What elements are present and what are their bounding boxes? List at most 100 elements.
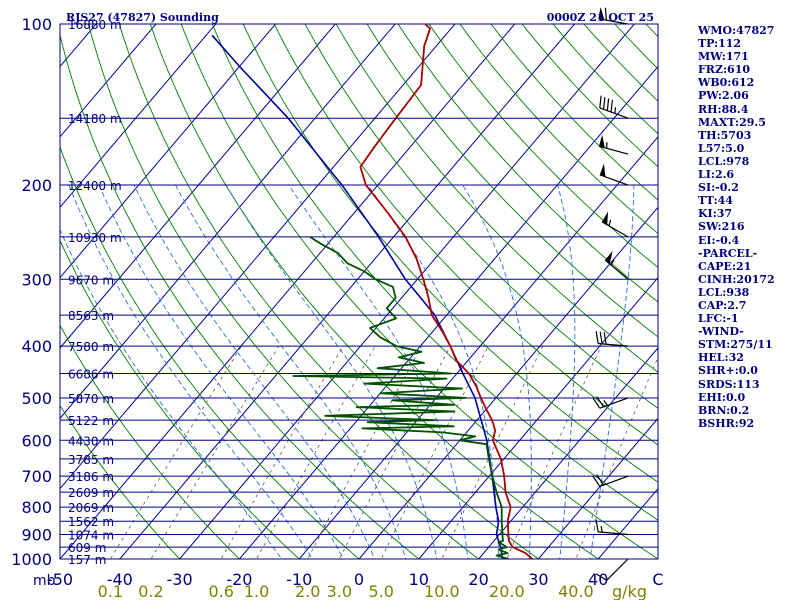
wind-barb-staff bbox=[598, 18, 629, 25]
mixing-ratio-unit-label: g/kg bbox=[612, 582, 647, 600]
mixing-ratio-line bbox=[506, 345, 602, 559]
isotherm-line bbox=[537, 417, 658, 559]
pressure-tick-label: 600 bbox=[21, 431, 52, 450]
mixing-ratio-tick-label: 10.0 bbox=[424, 582, 460, 600]
dry-adiabat-line bbox=[273, 24, 658, 446]
stat-item: SRDS:113 bbox=[698, 377, 760, 391]
stat-item: WB0:612 bbox=[698, 76, 755, 90]
height-label: 12400 m bbox=[68, 179, 122, 193]
wind-barb bbox=[592, 474, 629, 487]
height-label: 3186 m bbox=[68, 470, 114, 484]
stat-item: SW:216 bbox=[698, 220, 745, 234]
height-label: 8563 m bbox=[68, 309, 114, 323]
stat-item: LCL:938 bbox=[698, 285, 750, 299]
mixing-ratio-tick-label: 0.1 bbox=[98, 582, 123, 600]
pressure-tick-label: 200 bbox=[21, 176, 52, 195]
mixing-ratio-tick-label: 0.6 bbox=[208, 582, 233, 600]
mixing-ratio-tick-label: 20.0 bbox=[489, 582, 525, 600]
dry-adiabat-line bbox=[335, 24, 658, 373]
temperature-tick-label: 20 bbox=[468, 570, 488, 589]
isotherm-line bbox=[60, 24, 396, 420]
wind-barb-staff bbox=[606, 558, 629, 581]
temperature-tick-label: -30 bbox=[167, 570, 193, 589]
wind-barb-pennant bbox=[599, 163, 606, 177]
wind-barb-full bbox=[603, 331, 607, 345]
height-label: 14180 m bbox=[68, 112, 122, 126]
stat-item: PW:2.06 bbox=[698, 89, 749, 103]
isotherm-line bbox=[298, 136, 658, 559]
mixing-ratio-tick-label: 3.0 bbox=[327, 582, 352, 600]
dry-adiabat-line bbox=[180, 24, 658, 559]
temperature-tick-label: -10 bbox=[286, 570, 312, 589]
stat-item: CAP:2.7 bbox=[698, 298, 747, 312]
height-label: 1562 m bbox=[68, 515, 114, 529]
isotherm-line bbox=[119, 24, 576, 559]
wind-barb-full bbox=[599, 95, 602, 109]
stat-item: -PARCEL- bbox=[698, 246, 758, 260]
wind-barb-half bbox=[608, 219, 612, 227]
stat-item: EHI:0.0 bbox=[698, 390, 746, 404]
height-label: 10930 m bbox=[68, 231, 122, 245]
isotherm-line bbox=[60, 24, 456, 490]
moist-adiabat-line bbox=[462, 184, 532, 559]
mixing-ratio-tick-label: 2.0 bbox=[295, 582, 320, 600]
wind-barb-pennant bbox=[602, 211, 609, 225]
isotherm-line bbox=[418, 276, 658, 559]
wind-barb-staff bbox=[598, 342, 629, 347]
stat-item: FRZ:610 bbox=[698, 63, 751, 77]
pressure-tick-label: 900 bbox=[21, 526, 52, 545]
wind-barb-half bbox=[610, 259, 615, 266]
stat-item: KI:37 bbox=[698, 207, 733, 221]
dry-adiabat-line bbox=[60, 404, 181, 559]
wind-barb-staff bbox=[604, 259, 629, 280]
wind-barb-staff bbox=[598, 145, 629, 155]
stat-item: TT:44 bbox=[698, 194, 733, 208]
wind-barb bbox=[598, 6, 629, 25]
height-label: 157 m bbox=[68, 553, 106, 567]
temperature-tick-label: -20 bbox=[226, 570, 252, 589]
height-label: 4430 m bbox=[68, 434, 114, 448]
isotherm-line bbox=[60, 24, 157, 138]
isotherm-line bbox=[238, 65, 658, 559]
wind-barb-full bbox=[596, 396, 605, 408]
stat-item: TH:5703 bbox=[698, 128, 752, 142]
isotherm-line bbox=[60, 24, 217, 209]
mixing-ratio-tick-label: 0.2 bbox=[138, 582, 163, 600]
stat-item: STM:275/11 bbox=[698, 338, 773, 352]
stat-item: SHR+:0.0 bbox=[698, 364, 758, 378]
sounding-stats-panel: WMO:47827 TP:112 MW:171 FRZ:610 WB0:612 PW:2.… bbox=[698, 24, 800, 430]
wind-barb-half bbox=[614, 107, 617, 114]
wind-barb-full bbox=[592, 397, 601, 409]
height-label: 609 m bbox=[68, 541, 106, 555]
pressure-tick-label: 500 bbox=[21, 389, 52, 408]
mixing-ratio-line bbox=[256, 345, 376, 559]
wind-barb bbox=[595, 558, 629, 581]
height-label: 9670 m bbox=[68, 273, 114, 287]
mixing-ratio-line bbox=[109, 345, 242, 559]
moist-adiabat-line bbox=[288, 184, 469, 559]
wind-barb-full bbox=[599, 331, 603, 344]
parcel-profile-line bbox=[211, 34, 504, 559]
dry-adiabat-line bbox=[87, 24, 480, 559]
height-label: 16880 m bbox=[68, 18, 122, 32]
mixing-ratio-tick-label: 1.0 bbox=[244, 582, 269, 600]
dry-adiabat-line bbox=[366, 24, 658, 338]
wind-barb-staff bbox=[598, 531, 629, 536]
isotherm-line bbox=[60, 24, 337, 349]
temperature-tick-label: 30 bbox=[528, 570, 548, 589]
height-label: 3785 m bbox=[68, 453, 114, 467]
stat-item: MW:171 bbox=[698, 50, 749, 64]
wind-barb bbox=[599, 95, 629, 119]
stat-item: L57:5.0 bbox=[698, 141, 745, 155]
wind-barb bbox=[595, 331, 629, 347]
temperature-tick-label: 40 bbox=[588, 570, 608, 589]
dry-adiabat-line bbox=[397, 24, 658, 303]
wind-barb-full bbox=[595, 573, 608, 581]
wind-barb-full bbox=[595, 519, 599, 532]
mixing-ratio-tick-label: 40.0 bbox=[558, 582, 594, 600]
wind-barb-half bbox=[603, 400, 608, 406]
dry-adiabat-line bbox=[60, 33, 420, 559]
dry-adiabat-line bbox=[60, 239, 300, 559]
sounding-profiles bbox=[211, 24, 533, 559]
